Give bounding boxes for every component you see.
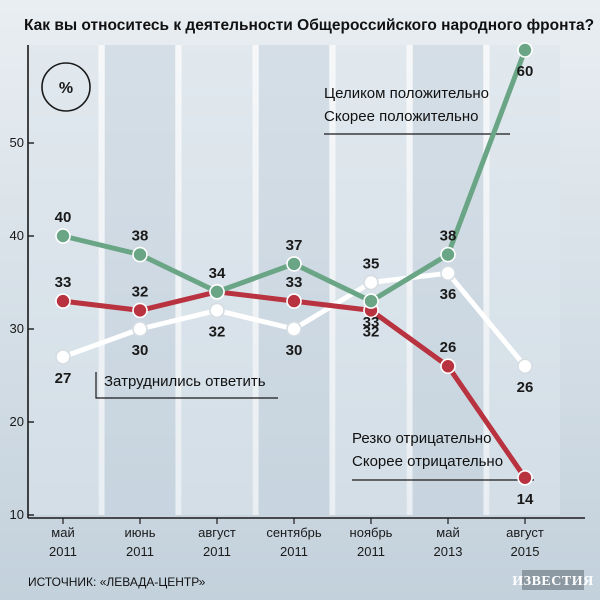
data-point <box>517 358 533 375</box>
data-point <box>363 293 379 309</box>
column-gap <box>483 45 490 515</box>
data-label: 40 <box>55 209 72 226</box>
data-label: 26 <box>517 379 534 396</box>
column-band <box>28 45 98 515</box>
data-point <box>55 293 71 309</box>
x-tick-label-year: 2011 <box>280 544 308 559</box>
x-tick-label-year: 2011 <box>203 544 231 559</box>
axes: 10 20 30 40 50 май 2011 июнь 2011 август 2011 сентя… <box>10 45 585 559</box>
data-label: 35 <box>363 256 380 273</box>
legend-label: Резко отрицательно <box>352 430 491 447</box>
publisher-logo: ИЗВЕСТИЯ <box>512 570 593 590</box>
data-label: 33 <box>286 274 303 291</box>
data-point <box>517 469 533 486</box>
data-label: 33 <box>55 274 72 291</box>
column-gap <box>175 45 182 515</box>
data-point <box>55 349 71 365</box>
source-note: ИСТОЧНИК: «ЛЕВАДА-ЦЕНТР» <box>28 575 206 589</box>
data-label: 30 <box>286 342 303 359</box>
y-tick-label: 40 <box>10 228 24 243</box>
data-point <box>286 293 302 309</box>
column-band <box>259 45 329 515</box>
data-label: 34 <box>209 265 226 282</box>
column-gap <box>98 45 105 515</box>
y-tick-label: 50 <box>10 135 24 150</box>
publisher-logo-text: ИЗВЕСТИЯ <box>512 574 593 589</box>
data-label: 14 <box>517 491 534 508</box>
data-label: 36 <box>440 286 457 303</box>
y-tick-label: 30 <box>10 321 24 336</box>
x-tick-label-year: 2011 <box>126 544 154 559</box>
x-tick-label: май <box>436 525 459 540</box>
x-tick-label-year: 2011 <box>357 544 385 559</box>
x-tick-label: ноябрь <box>350 525 393 540</box>
data-point <box>440 265 456 282</box>
data-point <box>209 283 225 300</box>
data-point <box>55 228 71 244</box>
legend-label: Скорее отрицательно <box>352 453 503 470</box>
x-tick-label: июнь <box>125 525 156 540</box>
chart-title: Как вы относитесь к деятельности Общерос… <box>24 17 594 34</box>
data-label: 26 <box>440 339 457 356</box>
data-label: 32 <box>209 323 226 340</box>
publisher-logo-plate <box>522 570 584 590</box>
column-band <box>490 45 560 515</box>
data-point <box>286 321 302 337</box>
x-tick-label: август <box>506 525 544 540</box>
data-label: 32 <box>132 283 149 300</box>
legend-label: Целиком положительно <box>324 85 489 102</box>
data-point <box>517 42 533 58</box>
legend-label: Скорее положительно <box>324 108 478 125</box>
x-tick-label: август <box>198 525 236 540</box>
data-label: 38 <box>440 228 457 245</box>
legend-leader-line <box>95 372 278 399</box>
data-point <box>363 274 379 291</box>
unit-badge-label: % <box>59 80 73 97</box>
legend-label: Затруднились ответить <box>104 373 266 390</box>
data-label: 38 <box>132 228 149 245</box>
data-point <box>286 256 302 272</box>
data-label: 32 <box>363 323 380 340</box>
legend-layer: Целиком положительно Скорее положительно Р… <box>95 85 534 481</box>
data-point <box>132 246 148 263</box>
x-tick-label-year: 2011 <box>49 544 77 559</box>
series-layer <box>55 42 533 486</box>
unit-badge-circle <box>41 62 91 112</box>
x-tick-label: сентябрь <box>266 525 322 540</box>
data-point <box>440 246 456 263</box>
y-tick-label: 10 <box>10 507 24 522</box>
x-tick-label-year: 2015 <box>511 544 540 559</box>
data-label: 33 <box>363 314 380 331</box>
y-tick-label: 20 <box>10 414 24 429</box>
data-point <box>209 302 225 319</box>
data-label: 27 <box>55 370 72 387</box>
data-point <box>132 302 148 319</box>
data-point <box>440 358 456 375</box>
unit-badge: % <box>41 62 91 112</box>
data-point <box>132 321 148 337</box>
column-band <box>105 45 175 515</box>
data-label: 60 <box>517 63 534 80</box>
data-label: 30 <box>132 342 149 359</box>
x-tick-label: май <box>51 525 74 540</box>
data-label: 37 <box>286 237 303 254</box>
x-tick-label-year: 2013 <box>434 544 463 559</box>
